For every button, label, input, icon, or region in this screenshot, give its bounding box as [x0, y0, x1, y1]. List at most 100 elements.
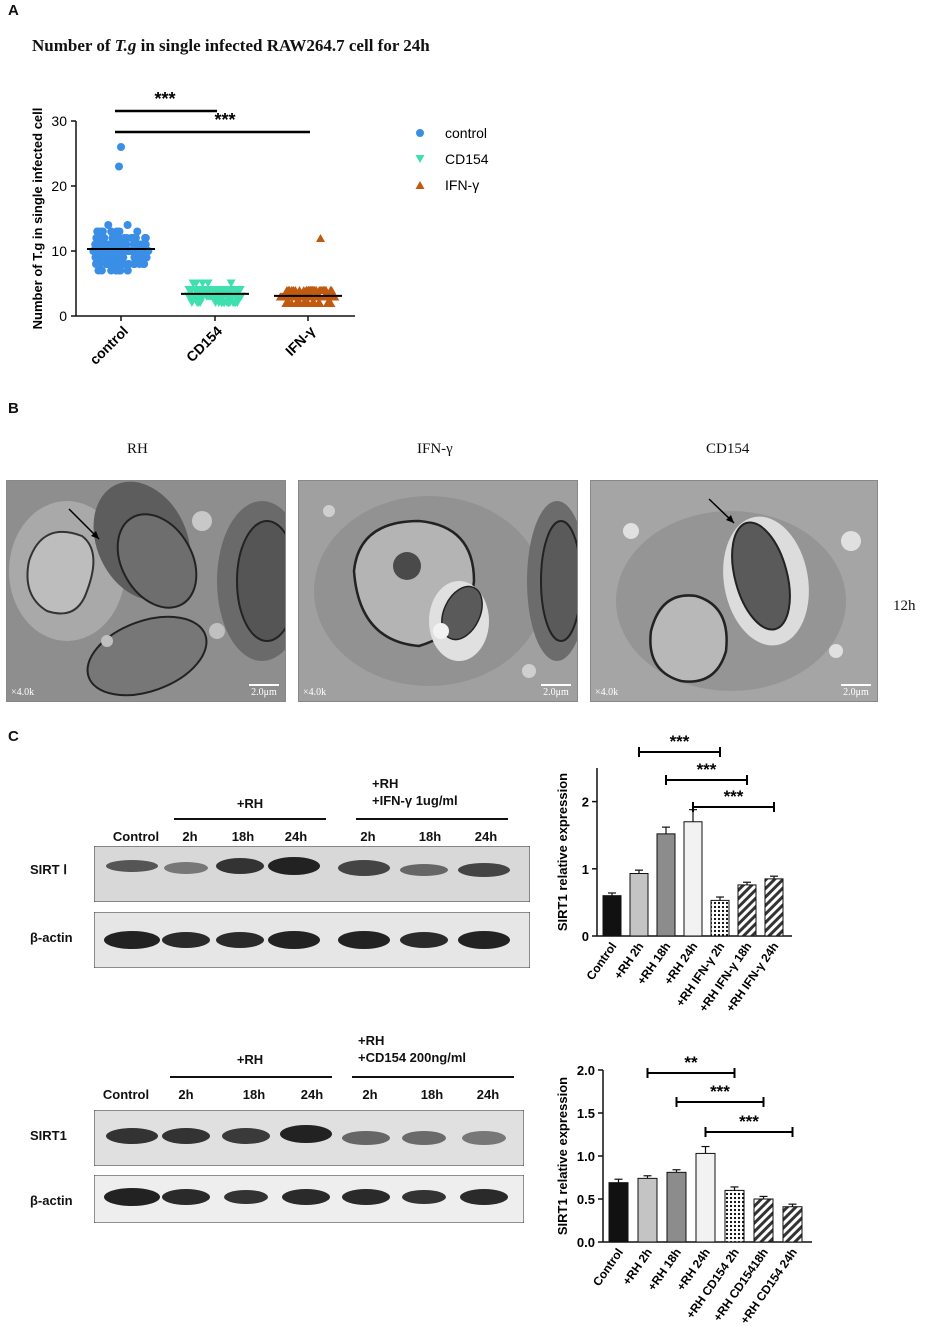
- blot1-lane-24h: 24h: [284, 829, 308, 844]
- blot2-lane-treat-2h: 2h: [362, 1087, 378, 1102]
- blot1-group-treatment: +RH +IFN-γ 1ug/ml: [372, 775, 458, 809]
- data-point: [287, 286, 297, 294]
- y-tick-label: 0: [59, 308, 67, 324]
- em-scale-bar-cd154: 2.0μm: [841, 684, 871, 698]
- bar: [608, 1182, 629, 1243]
- blot2-group-treatment: +RH +CD154 200ng/ml: [358, 1032, 466, 1066]
- bar: [637, 1177, 658, 1243]
- blot2-lane-2h: 2h: [178, 1087, 194, 1102]
- legend-marker: [415, 181, 425, 189]
- data-point: [129, 240, 138, 249]
- data-point: [226, 279, 236, 288]
- blot1-treatment-line1: +RH: [372, 776, 399, 791]
- data-point: [104, 221, 113, 229]
- bar: [753, 1198, 774, 1243]
- em-scale-label-cd154: 2.0μm: [843, 687, 869, 698]
- blot1-lane-control: Control: [112, 829, 160, 844]
- data-point: [211, 299, 221, 307]
- em-micrograph-ifn: [299, 481, 577, 701]
- significance-label: ***: [724, 787, 744, 806]
- data-point: [130, 253, 139, 262]
- bar: [724, 1189, 745, 1243]
- significance-label: ***: [670, 732, 690, 751]
- em-row-label: 12h: [893, 598, 916, 614]
- blot1-lane-treat-24h: 24h: [474, 829, 498, 844]
- y-tick-label: 1.5: [577, 1106, 595, 1121]
- blot1-lane-18h: 18h: [231, 829, 255, 844]
- data-point: [324, 299, 334, 307]
- bar: [764, 878, 784, 937]
- blot1-sirt-strip: [94, 846, 530, 902]
- data-point: [117, 143, 125, 151]
- panel-letter-a: A: [8, 2, 19, 19]
- blot2-treatment-line2: +CD154 200ng/ml: [358, 1050, 467, 1065]
- significance-label: ***: [739, 1112, 759, 1131]
- scatter-chart: 0 10 20 30 Number of T.g in single infected …: [30, 89, 489, 368]
- y-axis-label: SIRT1 relative expression: [555, 1077, 570, 1235]
- data-point: [101, 240, 110, 249]
- legend-marker: [415, 155, 425, 163]
- blot1-row2-label: β-actin: [30, 930, 73, 945]
- y-tick-label: 10: [51, 243, 67, 259]
- data-point: [141, 234, 150, 242]
- blot2-actin-strip: [94, 1175, 524, 1223]
- y-tick-label: 1: [582, 862, 589, 877]
- data-point: [281, 299, 291, 307]
- blot1-group-rh: +RH: [236, 796, 264, 811]
- data-point: [120, 234, 129, 242]
- data-point: [327, 286, 337, 294]
- blot1-row1-label: SIRT Ⅰ: [30, 862, 68, 877]
- bar: [695, 1152, 716, 1243]
- y-tick-label: 0.5: [577, 1192, 595, 1207]
- data-point: [95, 260, 104, 268]
- blot2-row1-label: SIRT1: [30, 1128, 67, 1143]
- blot1-treatment-line: [356, 818, 508, 820]
- y-tick-label: 20: [51, 178, 67, 194]
- series-control: [89, 143, 153, 275]
- data-point: [202, 286, 212, 294]
- blot1-rh-line: [174, 818, 326, 820]
- panel-letter-b: B: [8, 400, 19, 417]
- data-point: [113, 260, 122, 268]
- em-micrograph-cd154: [591, 481, 877, 701]
- y-axis-label: Number of T.g in single infected cell: [30, 108, 45, 330]
- legend-label: control: [445, 125, 487, 141]
- blot1-lane-treat-18h: 18h: [418, 829, 442, 844]
- em-column-label-cd154: CD154: [706, 441, 750, 457]
- em-magnification-ifn: ×4.0k: [303, 687, 327, 698]
- data-point: [100, 234, 109, 242]
- em-column-label-ifn: IFN-γ: [417, 441, 453, 457]
- data-point: [190, 286, 200, 294]
- legend-marker: [416, 129, 424, 137]
- y-axis-label: SIRT1 relative expression: [555, 773, 570, 931]
- data-point: [107, 227, 116, 236]
- data-point: [127, 234, 136, 242]
- x-tick-label: IFN-γ: [282, 323, 318, 359]
- significance-label: ***: [710, 1082, 730, 1101]
- bar: [666, 1171, 687, 1243]
- data-point: [112, 227, 121, 236]
- em-image-rh: ×4.0k 2.0μm: [6, 480, 286, 702]
- data-point: [130, 260, 139, 268]
- bar: [656, 833, 676, 937]
- title-prefix: Number of: [32, 36, 115, 55]
- bar: [782, 1206, 803, 1243]
- blot2-group-rh: +RH: [236, 1052, 264, 1067]
- legend-label: IFN-γ: [445, 177, 479, 193]
- em-column-label-rh: RH: [127, 441, 148, 457]
- data-point: [142, 253, 151, 262]
- data-point: [98, 227, 107, 236]
- bar: [602, 895, 622, 937]
- data-point: [139, 260, 148, 268]
- data-point: [95, 253, 104, 262]
- blot2-lane-treat-24h: 24h: [476, 1087, 500, 1102]
- data-point: [107, 240, 116, 249]
- data-point: [120, 240, 129, 249]
- data-point: [91, 240, 100, 249]
- data-point: [307, 299, 317, 307]
- em-magnification-cd154: ×4.0k: [595, 687, 619, 698]
- title-suffix: in single infected RAW264.7 cell for 24h: [136, 36, 430, 55]
- em-micrograph-rh: [7, 481, 285, 701]
- x-tick-label: control: [86, 323, 131, 368]
